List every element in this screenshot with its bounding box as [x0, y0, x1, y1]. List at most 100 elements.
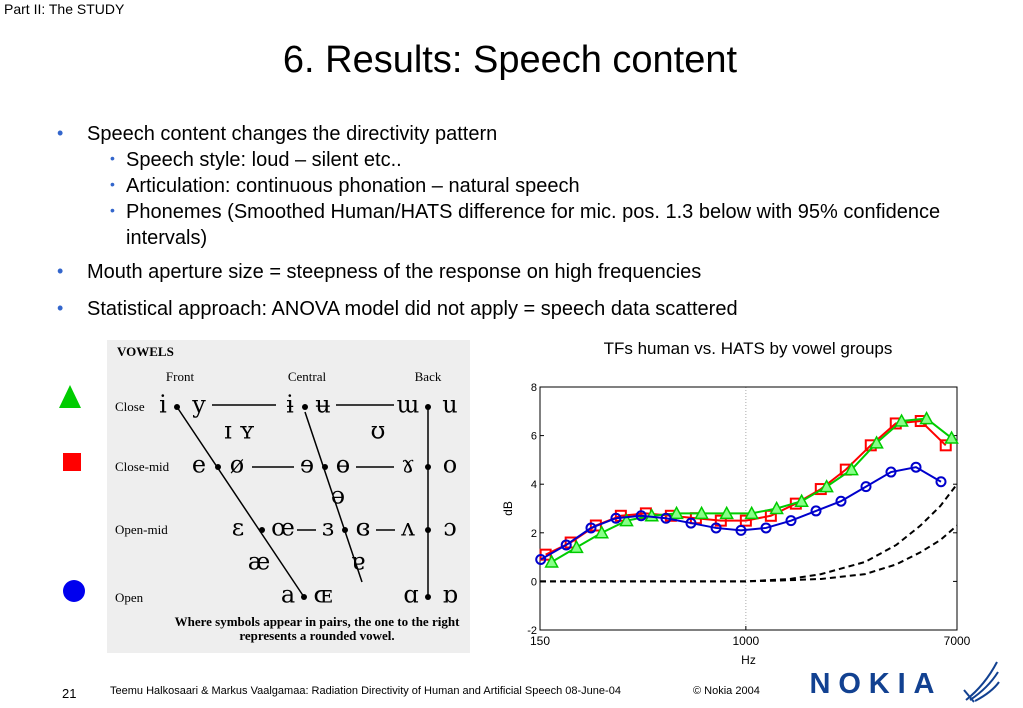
vowel-chart: VOWELS Front Central Back Close Close-mi… — [107, 340, 470, 653]
vowel-symbol: ɛ — [232, 514, 244, 542]
vowel-symbol: ɔ — [443, 514, 456, 542]
bullet-text: Mouth aperture size = steepness of the r… — [87, 261, 702, 283]
bullet: • — [57, 298, 64, 318]
page-number: 21 — [62, 686, 76, 701]
triangle-marker — [869, 435, 884, 449]
vowel-symbol: ɤ — [401, 451, 415, 479]
circle-marker — [935, 476, 947, 488]
logo-swoosh — [963, 661, 1000, 703]
vowel-symbol: y — [191, 391, 206, 419]
slide-title: 6. Results: Speech content — [283, 39, 738, 81]
square-marker — [589, 519, 602, 532]
circle-marker — [535, 554, 547, 566]
sub-bullet-text: Phonemes (Smoothed Human/HATS difference… — [126, 201, 941, 249]
vowel-symbol: œ — [271, 514, 295, 542]
triangle-marker — [694, 505, 709, 520]
triangle-marker — [769, 500, 784, 515]
vowel-symbol: ɨ — [286, 391, 294, 419]
vowel-dots — [174, 404, 431, 600]
bullet: • — [57, 123, 64, 143]
sub-bullet: • — [110, 176, 115, 192]
y-axis-label: dB — [501, 501, 515, 516]
square-marker — [764, 509, 777, 522]
x-tick-label: 150 — [530, 634, 550, 648]
row-label: Close — [115, 399, 145, 414]
triangle-marker — [844, 462, 859, 476]
series-line — [551, 417, 953, 563]
bullet: • — [57, 261, 64, 281]
triangle-marker — [594, 525, 610, 539]
triangle-marker — [794, 493, 809, 507]
vowel-symbol: ɶ — [314, 581, 333, 609]
vowel-symbol: ə — [331, 482, 345, 510]
sub-bullet-text: Speech style: loud – silent etc.. — [126, 149, 402, 171]
vowel-symbol: ɑ — [403, 581, 418, 609]
vowel-symbol: ʊ — [371, 417, 386, 445]
bullet-text: Statistical approach: ANOVA model did no… — [87, 298, 738, 320]
vowel-symbol: ʏ — [239, 417, 255, 445]
vowel-symbol: e — [192, 451, 206, 479]
circle-marker — [610, 512, 622, 524]
square-marker — [939, 439, 952, 452]
vowel-symbol: ɒ — [442, 581, 457, 609]
x-tick-label: 7000 — [944, 634, 971, 648]
vowel-symbol: ø — [230, 451, 244, 479]
vowel-symbol: a — [281, 581, 295, 609]
circle-marker — [760, 522, 772, 534]
circle-marker — [835, 495, 847, 507]
circle-marker — [910, 461, 922, 473]
vowel-note: represents a rounded vowel. — [239, 628, 394, 643]
bullet-text: Speech content changes the directivity p… — [87, 123, 498, 145]
y-tick-label: 8 — [531, 382, 537, 394]
vowel-symbol: ɵ — [336, 451, 350, 479]
section-label: Part II: The STUDY — [4, 1, 125, 17]
vowel-chart-bg — [107, 340, 470, 653]
sub-bullet-text: Articulation: continuous phonation – nat… — [126, 175, 580, 197]
series-line — [540, 524, 958, 583]
vowel-symbol: ɘ — [300, 451, 314, 479]
x-axis-label: Hz — [741, 653, 756, 667]
y-tick-label: -2 — [527, 625, 537, 637]
series-line — [540, 466, 942, 561]
green-triangle-icon — [59, 385, 81, 408]
row-label: Close-mid — [115, 459, 170, 474]
triangle-marker — [569, 539, 584, 554]
circle-marker — [585, 522, 597, 534]
y-tick-label: 2 — [531, 528, 537, 540]
vowel-symbol: ʉ — [315, 391, 330, 419]
triangle-marker — [669, 505, 684, 520]
triangle-marker — [619, 513, 634, 527]
triangle-marker — [919, 411, 934, 425]
circle-marker — [810, 505, 822, 517]
blue-circle-icon — [63, 580, 85, 602]
circle-marker — [885, 466, 897, 478]
triangle-marker — [819, 479, 834, 493]
circle-marker — [560, 539, 572, 551]
vowel-symbol: ɜ — [322, 514, 334, 542]
x-tick-label: 1000 — [733, 634, 760, 648]
vowel-lines — [176, 404, 429, 598]
triangle-marker — [719, 505, 734, 520]
chart-title: TFs human vs. HATS by vowel groups — [604, 339, 893, 358]
circle-marker — [660, 512, 672, 524]
triangle-marker — [894, 413, 909, 427]
triangle-marker — [944, 430, 959, 444]
circle-marker — [635, 510, 647, 522]
vowel-note: Where symbols appear in pairs, the one t… — [175, 614, 460, 629]
circle-marker — [685, 517, 697, 529]
row-label: Open-mid — [115, 522, 168, 537]
vowel-symbol: ʌ — [400, 514, 415, 542]
vowel-symbol: æ — [248, 548, 271, 576]
copyright: © Nokia 2004 — [693, 685, 760, 697]
vowel-symbol: ɞ — [356, 514, 371, 542]
vowel-title: VOWELS — [117, 344, 174, 359]
sub-bullet: • — [110, 202, 115, 218]
vowel-symbol: ɯ — [397, 391, 420, 419]
row-label: Open — [115, 590, 144, 605]
line-chart: TFs human vs. HATS by vowel groups Hz dB 15… — [501, 339, 971, 667]
vowel-symbol: ɐ — [351, 548, 365, 576]
triangle-marker — [544, 554, 559, 568]
vowel-symbol: ɪ — [224, 417, 232, 445]
circle-marker — [735, 524, 747, 536]
